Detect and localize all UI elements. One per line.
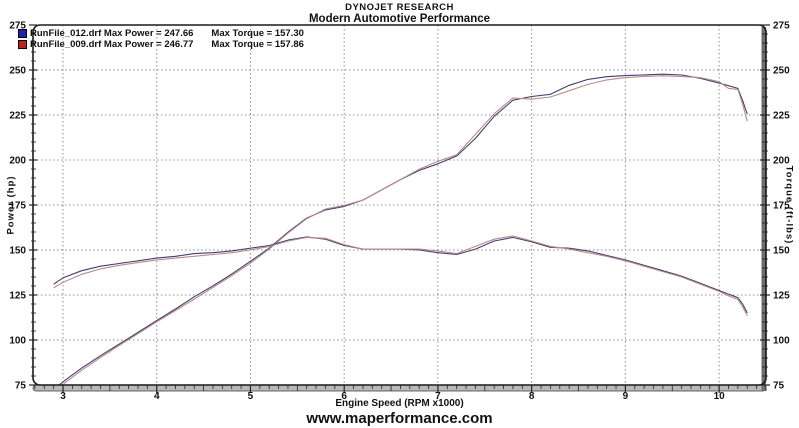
- run9-color-swatch: [18, 40, 27, 49]
- y-tick-label-left: 100: [9, 336, 26, 347]
- left-axis-title: Power (hp): [5, 175, 17, 235]
- y-tick-label-left: 200: [9, 156, 26, 167]
- y-tick-label-left: 250: [9, 66, 26, 77]
- x-axis-title: Engine Speed (RPM x1000): [335, 398, 464, 409]
- curve-run12-torque: [53, 236, 748, 314]
- y-tick-label-right: 225: [773, 111, 790, 122]
- y-tick-label-right: 275: [773, 21, 790, 32]
- x-tick-label: 10: [714, 391, 726, 402]
- y-tick-label-right: 200: [773, 156, 790, 167]
- curve-run12-power: [58, 73, 748, 385]
- x-tick-label: 9: [623, 391, 629, 402]
- shop-name: Modern Automotive Performance: [308, 13, 491, 25]
- x-tick-label: 3: [60, 391, 66, 402]
- curve-run9-power: [61, 75, 748, 385]
- curve-run9-torque: [53, 235, 748, 316]
- x-tick-label: 5: [248, 391, 254, 402]
- legend-row-run12: RunFile_012.drf Max Power = 247.66 Max T…: [18, 28, 304, 39]
- y-tick-label-right: 125: [773, 291, 790, 302]
- x-tick-label: 4: [154, 391, 160, 402]
- run12-power-label: RunFile_012.drf Max Power = 247.66: [30, 28, 194, 39]
- y-tick-label-left: 150: [9, 246, 26, 257]
- right-axis-bar: [761, 27, 766, 391]
- x-tick-label: 6: [341, 391, 347, 402]
- x-axis-bar: [32, 384, 767, 392]
- legend-row-run9: RunFile_009.drf Max Power = 246.77 Max T…: [18, 39, 304, 50]
- x-tick-label: 8: [529, 391, 535, 402]
- y-tick-label-left: 75: [15, 381, 27, 392]
- run9-torque-label: Max Torque = 157.86: [211, 39, 304, 50]
- y-tick-label-left: 225: [9, 111, 26, 122]
- y-tick-label-left: 175: [9, 201, 26, 212]
- run9-power-label: RunFile_009.drf Max Power = 246.77: [30, 39, 194, 50]
- y-tick-label-right: 100: [773, 336, 790, 347]
- report-title: DYNOJET RESEARCH: [345, 2, 454, 13]
- y-tick-label-left: 275: [9, 21, 26, 32]
- y-tick-label-right: 250: [773, 66, 790, 77]
- y-tick-label-right: 75: [773, 381, 785, 392]
- legend: RunFile_012.drf Max Power = 247.66 Max T…: [18, 28, 304, 50]
- run12-torque-label: Max Torque = 157.30: [211, 28, 304, 39]
- y-tick-label-left: 125: [9, 291, 26, 302]
- x-tick-label: 7: [435, 391, 441, 402]
- y-tick-label-right: 175: [773, 201, 790, 212]
- website-url: www.maperformance.com: [306, 410, 493, 427]
- y-tick-label-right: 150: [773, 246, 790, 257]
- right-axis-title: Torque (ft-lbs): [783, 165, 795, 245]
- run12-color-swatch: [18, 29, 27, 38]
